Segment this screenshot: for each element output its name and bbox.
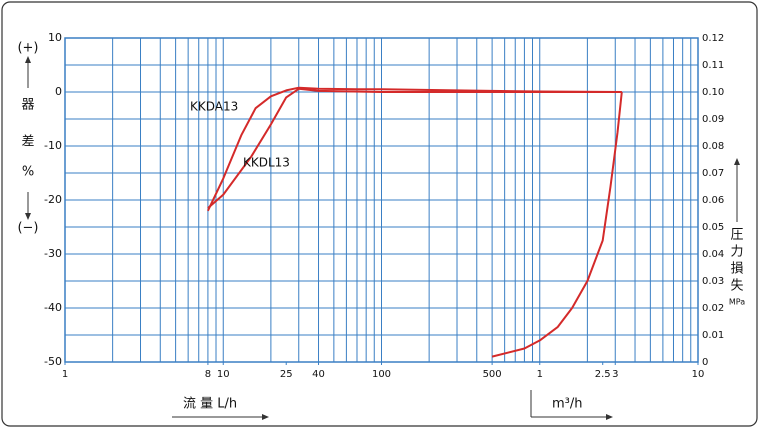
series-label: KKDL13: [243, 156, 290, 170]
y2-tick-label: 0.04: [702, 249, 724, 260]
x-tick-label: 2.5: [595, 369, 611, 380]
x-tick-label: 1: [62, 369, 68, 380]
y2-tick-label: 0.10: [702, 87, 724, 98]
x-tick-label: 3: [612, 369, 618, 380]
x-tick-label: 8: [205, 369, 211, 380]
y2-tick-label: 0: [702, 357, 708, 368]
y-axis-label: (−): [17, 221, 38, 236]
x-tick-label: 1: [537, 369, 543, 380]
y-axis-label: 器: [21, 98, 34, 113]
series-label: KKDA13: [190, 100, 238, 114]
y2-tick-label: 0.06: [702, 195, 724, 206]
y-axis-label: 差: [21, 135, 34, 150]
y-tick-label: -40: [44, 301, 62, 314]
arrow-head: [262, 414, 269, 420]
y2-tick-label: 0.12: [702, 33, 724, 44]
y-axis-label: (+): [17, 41, 38, 56]
x-tick-label: 500: [483, 369, 502, 380]
y2-axis-label: 力: [730, 245, 743, 260]
x-tick-label: 40: [312, 369, 325, 380]
y2-tick-label: 0.08: [702, 141, 724, 152]
y2-tick-label: 0.09: [702, 114, 724, 125]
y-tick-label: 10: [48, 31, 62, 44]
y2-axis-label: 圧: [730, 228, 743, 243]
y-tick-label: 0: [55, 85, 62, 98]
y2-tick-label: 0.02: [702, 303, 724, 314]
arrow-head: [25, 213, 31, 220]
y-axis-label: %: [22, 165, 34, 180]
y2-tick-label: 0.07: [702, 168, 724, 179]
x-tick-label: 10: [217, 369, 230, 380]
y2-axis-label: 損: [730, 262, 743, 277]
y-tick-label: -50: [44, 355, 62, 368]
y-tick-label: -20: [44, 193, 62, 206]
y2-tick-label: 0.03: [702, 276, 724, 287]
y-tick-label: -10: [44, 139, 62, 152]
y2-unit: MPa: [729, 298, 745, 307]
x-tick-label: 25: [280, 369, 293, 380]
x-tick-label: 10: [692, 369, 705, 380]
y2-tick-label: 0.01: [702, 330, 724, 341]
y2-tick-label: 0.05: [702, 222, 724, 233]
arrow-head: [25, 56, 31, 63]
arrow-head: [606, 414, 613, 420]
series-line: [207, 87, 622, 209]
y2-axis-label: 失: [730, 279, 743, 294]
arrow-head: [734, 158, 740, 165]
y-tick-label: -30: [44, 247, 62, 260]
x-axis-label: 流 量 L/h: [183, 397, 237, 412]
x-tick-label: 100: [372, 369, 391, 380]
y2-tick-label: 0.11: [702, 60, 724, 71]
x-axis-label: m³/h: [552, 397, 583, 412]
series-line: [491, 91, 623, 358]
series-line: [206, 86, 622, 212]
